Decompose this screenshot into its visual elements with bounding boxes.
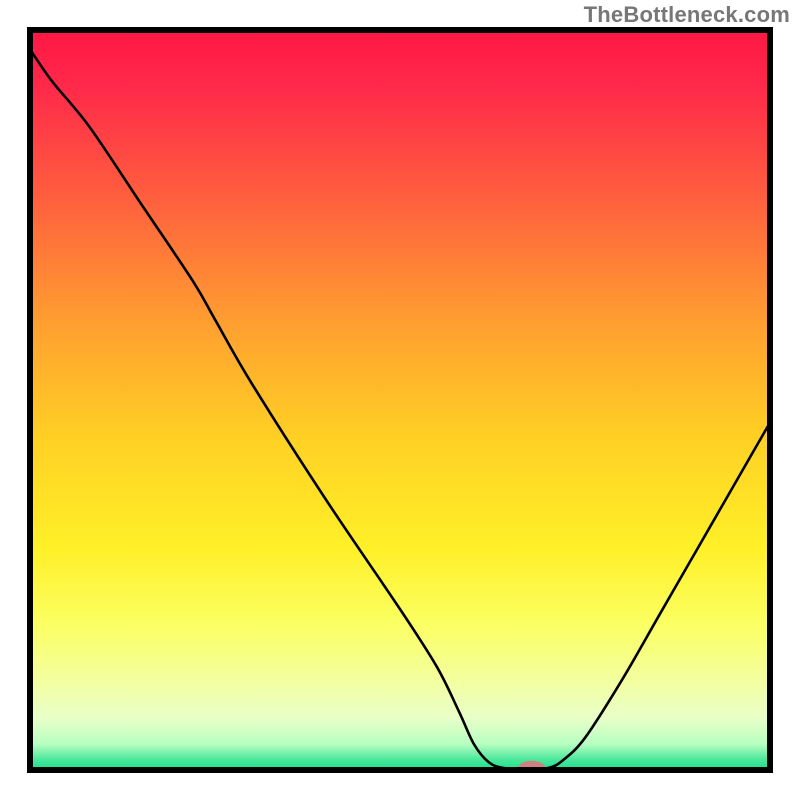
watermark-text: TheBottleneck.com	[584, 2, 790, 28]
chart-background-gradient	[30, 30, 770, 770]
chart-root: TheBottleneck.com	[0, 0, 800, 800]
bottleneck-chart	[0, 0, 800, 800]
